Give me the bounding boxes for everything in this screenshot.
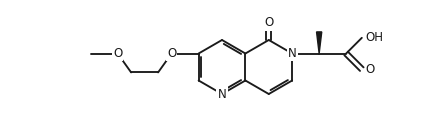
Text: O: O <box>264 17 273 30</box>
Text: N: N <box>218 87 226 100</box>
Text: N: N <box>288 47 297 60</box>
Text: O: O <box>167 47 176 60</box>
Text: OH: OH <box>366 31 384 44</box>
Text: O: O <box>113 47 122 60</box>
Polygon shape <box>317 32 322 54</box>
Text: O: O <box>366 63 375 76</box>
